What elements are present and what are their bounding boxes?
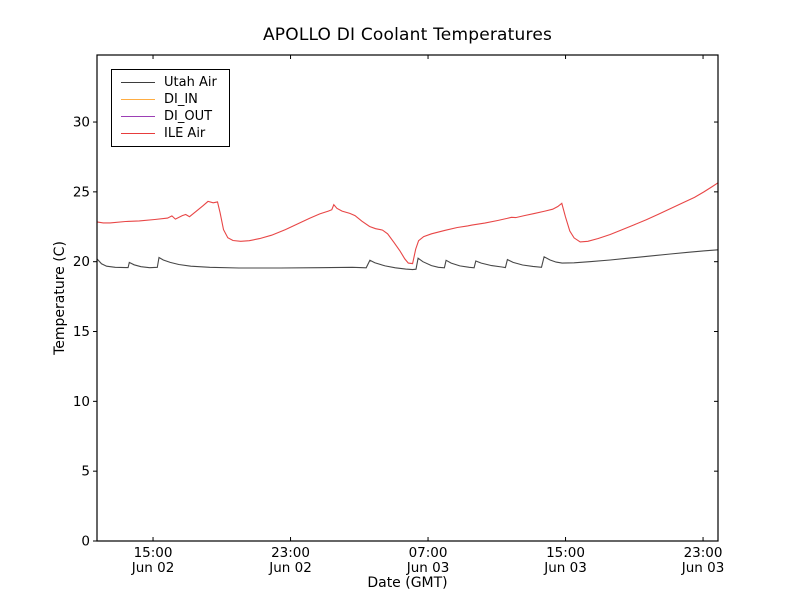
legend-line-di-out	[121, 116, 155, 117]
legend-item-utah-air: Utah Air	[121, 74, 229, 91]
ticks-group	[93, 55, 718, 542]
legend-line-ile-air	[121, 133, 155, 134]
x-tick-date-label: Jun 02	[268, 560, 312, 576]
legend-label: Utah Air	[164, 75, 217, 90]
legend-box: Utah Air DI_IN DI_OUT ILE Air	[111, 69, 230, 147]
plot-border	[96, 54, 719, 542]
x-tick-time-label: 23:00	[684, 545, 723, 561]
x-tick-time-label: 15:00	[546, 545, 585, 561]
legend-item-ile-air: ILE Air	[121, 125, 229, 142]
legend-label: ILE Air	[164, 126, 206, 141]
legend-line-di-in	[121, 99, 155, 100]
series-line-ile-air	[96, 182, 719, 265]
y-tick-label: 5	[81, 464, 90, 480]
y-tick-label: 15	[73, 324, 90, 340]
series-line-utah-air	[96, 249, 719, 271]
legend-line-utah-air	[121, 82, 155, 83]
x-axis-label: Date (GMT)	[367, 575, 448, 591]
x-tick-time-label: 23:00	[271, 545, 310, 561]
x-tick-date-label: Jun 03	[543, 560, 587, 576]
y-tick-label: 10	[73, 394, 90, 410]
legend-label: DI_IN	[164, 92, 198, 107]
y-tick-label: 25	[73, 184, 90, 200]
x-tick-time-label: 15:00	[134, 545, 173, 561]
x-tick-date-label: Jun 02	[131, 560, 175, 576]
legend-item-di-in: DI_IN	[121, 91, 229, 108]
legend-item-di-out: DI_OUT	[121, 108, 229, 125]
x-tick-date-label: Jun 03	[406, 560, 450, 576]
y-tick-label: 20	[73, 254, 90, 270]
x-tick-time-label: 07:00	[409, 545, 448, 561]
x-tick-date-label: Jun 03	[681, 560, 725, 576]
y-tick-label: 0	[81, 534, 90, 550]
series-group	[96, 182, 719, 542]
y-tick-label: 30	[73, 115, 90, 131]
chart-title: APOLLO DI Coolant Temperatures	[262, 25, 553, 45]
legend-label: DI_OUT	[164, 109, 213, 124]
